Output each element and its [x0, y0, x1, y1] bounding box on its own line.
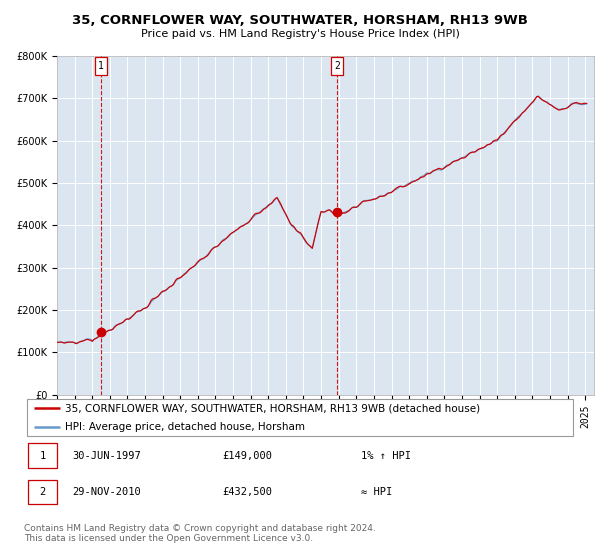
Text: £149,000: £149,000: [223, 451, 273, 461]
Text: 2: 2: [40, 487, 46, 497]
FancyBboxPatch shape: [28, 444, 57, 468]
Text: 2: 2: [334, 61, 340, 71]
FancyBboxPatch shape: [27, 399, 573, 436]
Text: ≈ HPI: ≈ HPI: [361, 487, 392, 497]
FancyBboxPatch shape: [95, 57, 107, 75]
Text: 1: 1: [40, 451, 46, 461]
Text: Price paid vs. HM Land Registry's House Price Index (HPI): Price paid vs. HM Land Registry's House …: [140, 29, 460, 39]
Text: 1: 1: [98, 61, 104, 71]
Text: 35, CORNFLOWER WAY, SOUTHWATER, HORSHAM, RH13 9WB (detached house): 35, CORNFLOWER WAY, SOUTHWATER, HORSHAM,…: [65, 404, 481, 413]
FancyBboxPatch shape: [28, 479, 57, 505]
Text: 29-NOV-2010: 29-NOV-2010: [73, 487, 142, 497]
FancyBboxPatch shape: [331, 57, 343, 75]
Text: HPI: Average price, detached house, Horsham: HPI: Average price, detached house, Hors…: [65, 422, 305, 432]
Text: Contains HM Land Registry data © Crown copyright and database right 2024.
This d: Contains HM Land Registry data © Crown c…: [24, 524, 376, 543]
Text: 1% ↑ HPI: 1% ↑ HPI: [361, 451, 411, 461]
Text: £432,500: £432,500: [223, 487, 273, 497]
Text: 35, CORNFLOWER WAY, SOUTHWATER, HORSHAM, RH13 9WB: 35, CORNFLOWER WAY, SOUTHWATER, HORSHAM,…: [72, 14, 528, 27]
Text: 30-JUN-1997: 30-JUN-1997: [73, 451, 142, 461]
